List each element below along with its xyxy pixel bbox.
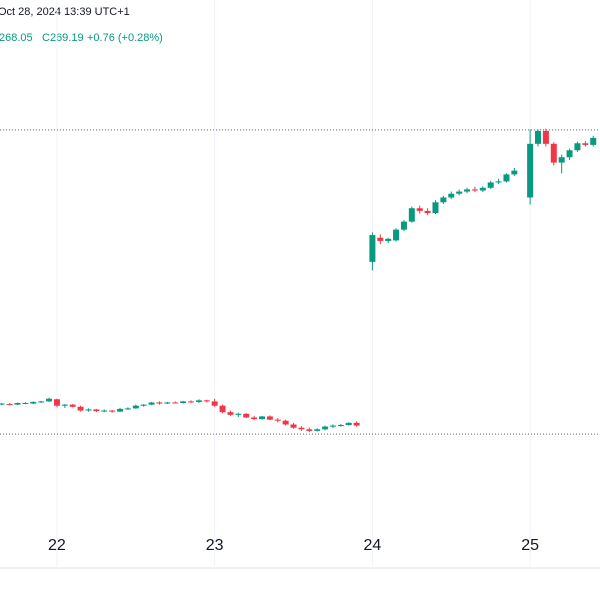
candle-body — [172, 402, 179, 404]
candle-body — [416, 208, 423, 211]
candle-body — [408, 208, 415, 222]
x-tick-label: 24 — [363, 537, 381, 554]
candle-body — [148, 402, 155, 405]
candle-body — [219, 405, 226, 413]
ohlc-close: C269.19 — [42, 32, 84, 44]
candle-body — [432, 202, 439, 214]
candle-body — [132, 405, 139, 409]
candle-body — [566, 150, 573, 158]
candle-body — [440, 197, 447, 203]
candle-body — [456, 191, 463, 194]
candle-body — [258, 416, 265, 420]
candle-body — [14, 403, 21, 405]
candle-body — [251, 417, 258, 420]
candle-body — [306, 429, 313, 431]
candle-body — [109, 410, 116, 412]
candle-body — [322, 426, 329, 430]
candle-body — [22, 403, 29, 405]
candle-body — [582, 143, 589, 145]
candle-body — [38, 401, 45, 403]
candle-body — [124, 408, 131, 410]
candle-body — [393, 229, 400, 241]
candle-body — [400, 221, 407, 230]
chart-title: Oct 28, 2024 13:39 UTC+1 — [0, 6, 130, 18]
candle-body — [590, 137, 597, 145]
candle-body — [46, 398, 53, 402]
candle-body — [235, 413, 242, 415]
x-tick-label: 23 — [206, 537, 224, 554]
candle-body — [266, 416, 273, 420]
candle-body — [424, 210, 431, 214]
candle-body — [203, 400, 210, 402]
candle-body — [243, 413, 250, 418]
candle-body — [61, 404, 68, 406]
x-tick-label: 25 — [521, 537, 539, 554]
candle-body — [329, 425, 336, 427]
candle-body — [6, 404, 13, 406]
candle-body — [30, 401, 37, 404]
candle-body — [314, 429, 321, 431]
candle-body — [227, 412, 234, 415]
candle-body — [345, 422, 352, 426]
candle-body — [290, 424, 297, 428]
candle-body — [448, 193, 455, 198]
ohlc-change: +0.76 (+0.28%) — [87, 32, 163, 44]
candle-body — [558, 157, 565, 163]
candle-body — [117, 408, 124, 412]
candle-body — [503, 174, 510, 182]
candle-body — [377, 237, 384, 241]
candle-body — [542, 130, 549, 144]
candle-body — [282, 420, 289, 425]
candle-body — [479, 187, 486, 191]
candle-body — [69, 404, 76, 407]
candle-body — [550, 143, 557, 163]
candle-body — [385, 238, 392, 241]
candle-body — [77, 406, 84, 411]
candle-body — [495, 181, 502, 183]
candle-body — [353, 422, 360, 426]
candle-body — [85, 409, 92, 411]
candle-body — [337, 425, 344, 427]
candle-body — [53, 399, 60, 406]
candle-body — [464, 189, 471, 192]
candle-body — [274, 419, 281, 421]
candle-body — [527, 143, 534, 198]
candle-body — [471, 189, 478, 191]
candle-body — [188, 401, 195, 403]
candle-body — [487, 182, 494, 188]
candle-body — [298, 427, 305, 430]
candle-body — [180, 401, 187, 404]
candle-body — [156, 402, 163, 404]
candle-body — [211, 401, 218, 406]
candle-body — [574, 143, 581, 151]
candle-body — [535, 130, 542, 144]
candle-body — [0, 403, 5, 405]
ohlc-low: 268.05 — [0, 32, 33, 44]
candle-body — [93, 409, 100, 412]
candle-body — [511, 170, 518, 175]
candle-body — [101, 410, 108, 412]
candle-body — [140, 404, 147, 406]
candle-body — [164, 402, 171, 404]
x-tick-label: 22 — [48, 537, 66, 554]
candle-body — [369, 235, 376, 262]
candle-body — [195, 400, 202, 402]
